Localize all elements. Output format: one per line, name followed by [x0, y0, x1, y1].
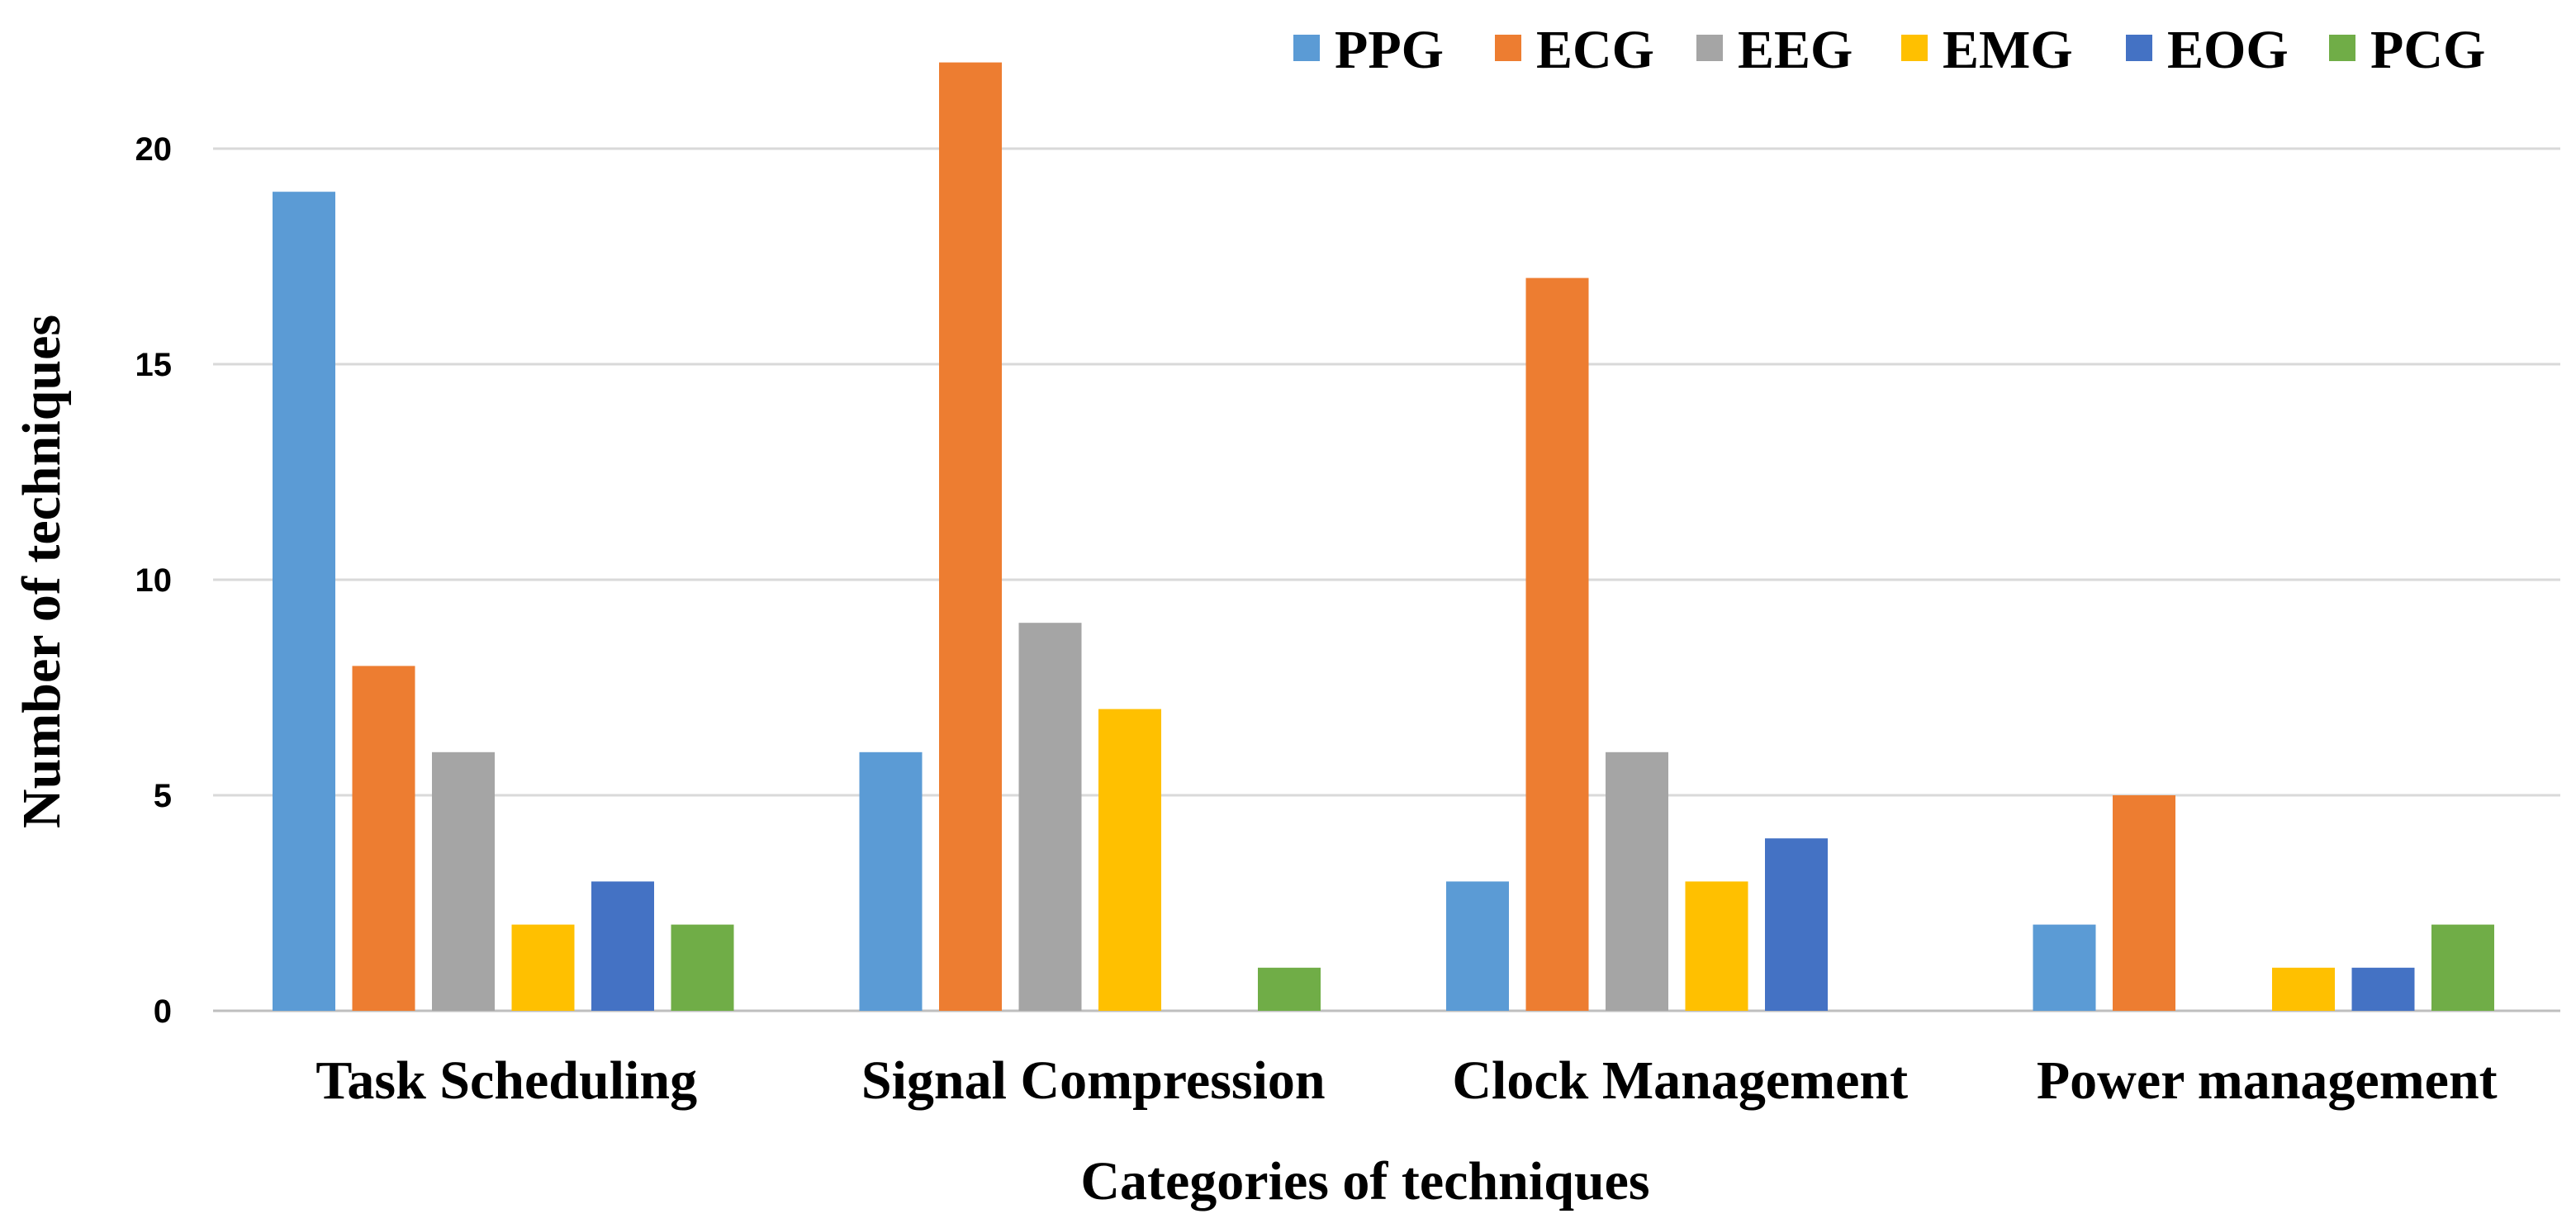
y-tick-label: 15	[135, 347, 173, 383]
y-tick-label: 0	[154, 993, 172, 1030]
legend-swatch-ecg	[1495, 35, 1521, 61]
bar-pcg-3	[2431, 924, 2494, 1011]
bar-eog-3	[2351, 967, 2415, 1011]
bar-ecg-2	[1525, 277, 1589, 1012]
bar-ppg-2	[1446, 881, 1509, 1011]
legend-label-pcg: PCG	[2370, 20, 2485, 80]
bar-emg-1	[1098, 709, 1161, 1011]
x-category-label: Clock Management	[1452, 1050, 1908, 1111]
legend-label-ppg: PPG	[1335, 20, 1444, 80]
legend-label-eog: EOG	[2167, 20, 2289, 80]
y-axis-ticks: 0 5 10 15 20	[135, 131, 173, 1030]
x-axis-title: Categories of techniques	[1080, 1151, 1649, 1211]
legend-label-eeg: EEG	[1738, 20, 1853, 80]
bar-ecg-3	[2113, 795, 2175, 1011]
bar-eeg-0	[432, 751, 495, 1011]
bars	[273, 62, 2494, 1012]
bar-emg-2	[1685, 881, 1748, 1011]
bar-eog-2	[1765, 838, 1828, 1011]
y-tick-label: 20	[135, 131, 173, 168]
legend: PPG ECG EEG EMG EOG PCG	[1293, 20, 2485, 80]
legend-swatch-emg	[1901, 35, 1928, 61]
bar-pcg-0	[671, 924, 734, 1011]
bar-ppg-1	[859, 751, 923, 1011]
bar-ecg-0	[352, 666, 415, 1011]
x-category-label: Task Scheduling	[315, 1050, 697, 1111]
bar-eeg-2	[1606, 751, 1668, 1011]
x-category-label: Power management	[2037, 1050, 2498, 1111]
y-tick-label: 10	[135, 562, 173, 599]
bar-emg-0	[511, 924, 575, 1011]
bar-pcg-1	[1258, 967, 1321, 1011]
bar-emg-3	[2272, 967, 2335, 1011]
bar-ppg-3	[2033, 924, 2096, 1011]
gridlines	[213, 147, 2560, 1012]
bar-eog-0	[591, 881, 654, 1011]
legend-label-ecg: ECG	[1536, 20, 1654, 80]
x-axis-categories: Task Scheduling Signal Compression Clock M…	[315, 1050, 2497, 1111]
y-axis-title: Number of techniques	[12, 315, 72, 828]
legend-swatch-pcg	[2329, 35, 2355, 61]
legend-label-emg: EMG	[1943, 20, 2073, 80]
legend-swatch-eeg	[1696, 35, 1723, 61]
bar-ppg-0	[273, 192, 335, 1011]
bar-ecg-1	[939, 62, 1002, 1012]
y-tick-label: 5	[154, 778, 172, 814]
legend-swatch-eog	[2126, 35, 2152, 61]
x-category-label: Signal Compression	[861, 1050, 1326, 1111]
bar-eeg-1	[1018, 623, 1082, 1011]
legend-swatch-ppg	[1293, 35, 1320, 61]
